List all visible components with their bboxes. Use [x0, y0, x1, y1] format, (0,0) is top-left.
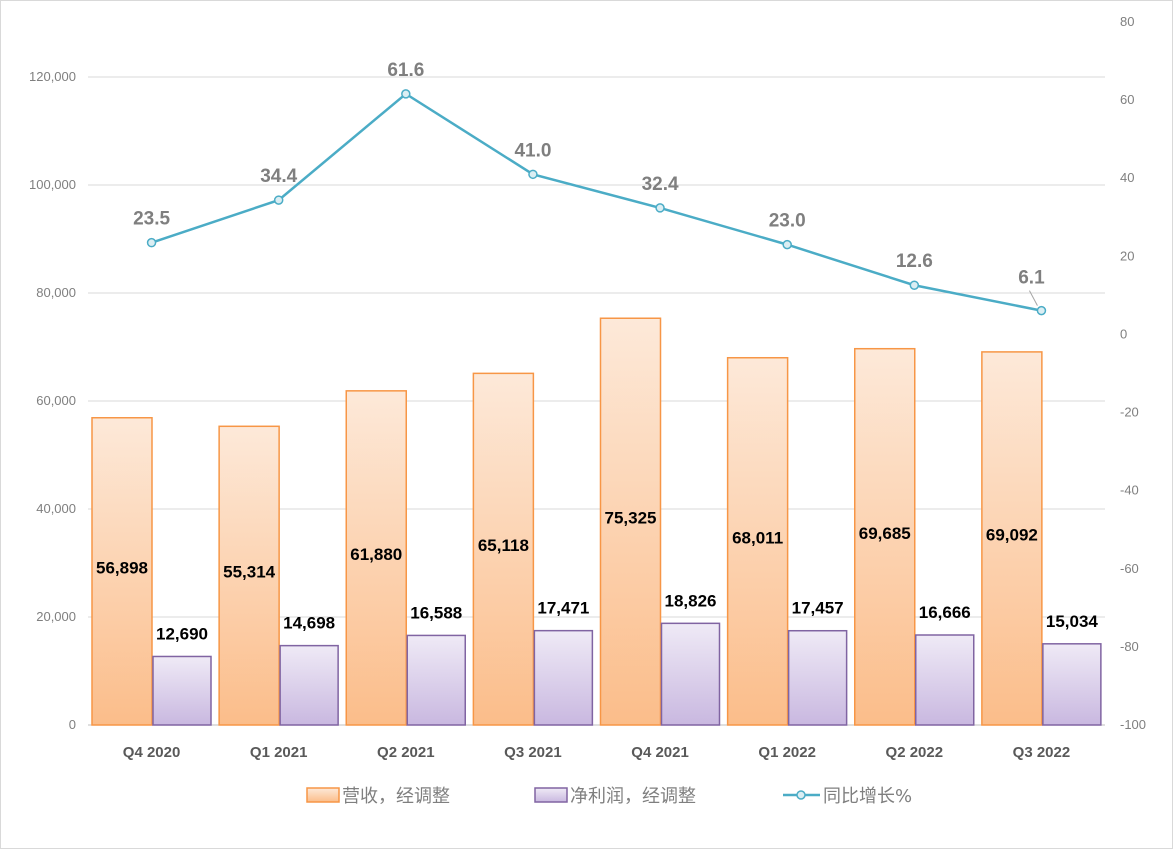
net-profit-bar [660, 622, 721, 726]
growth-label: 23.5 [133, 209, 170, 230]
revenue-bar-label: 65,118 [478, 536, 529, 555]
growth-label: 32.4 [642, 174, 679, 195]
net-profit-bar [915, 634, 975, 726]
net-profit-bar [533, 629, 594, 726]
left-axis-tick: 60,000 [36, 393, 76, 408]
net-profit-bar [152, 655, 212, 726]
growth-label: 34.4 [260, 166, 297, 187]
right-axis-tick: 60 [1120, 92, 1134, 107]
right-axis-tick: 20 [1120, 248, 1134, 263]
category-label: Q1 2022 [758, 744, 816, 761]
left-axis-tick: 80,000 [36, 285, 76, 300]
growth-point [909, 280, 920, 290]
net-profit-bar-label: 14,698 [283, 614, 335, 633]
revenue-bar [345, 390, 407, 726]
revenue-bar-label: 69,685 [859, 524, 911, 543]
right-axis-tick: 80 [1120, 14, 1134, 29]
revenue-bar-label: 75,325 [605, 509, 657, 528]
net-profit-bar [1042, 643, 1102, 726]
growth-point [655, 203, 665, 213]
right-axis-tick: -100 [1120, 717, 1146, 732]
left-axis-tick: 100,000 [29, 177, 76, 192]
revenue-bar [854, 347, 916, 726]
revenue-bar [218, 425, 280, 726]
net-profit-bar [787, 629, 848, 726]
legend-marker-growth [796, 790, 806, 800]
left-axis-tick: 20,000 [36, 609, 76, 624]
right-axis-tick: -60 [1120, 561, 1139, 576]
growth-label: 6.1 [1018, 268, 1045, 289]
category-label: Q3 2022 [1013, 744, 1071, 761]
revenue-bar-label: 69,092 [986, 525, 1038, 544]
net-profit-bar-label: 15,034 [1046, 612, 1099, 631]
growth-line [151, 92, 1042, 312]
net-profit-bar-label: 12,690 [156, 624, 208, 643]
right-axis-tick: -80 [1120, 639, 1139, 654]
category-label: Q2 2022 [886, 744, 944, 761]
growth-point [273, 195, 284, 205]
revenue-bar [981, 351, 1043, 726]
growth-point [528, 169, 538, 180]
legend-label-growth: 同比增长% [823, 786, 912, 807]
category-label: Q1 2021 [250, 744, 308, 761]
net-profit-bar-label: 16,588 [410, 603, 462, 622]
category-label: Q3 2021 [504, 744, 562, 761]
growth-label: 41.0 [514, 140, 551, 161]
revenue-bar-label: 68,011 [732, 528, 783, 547]
revenue-bar-label: 55,314 [223, 563, 276, 582]
growth-label: 23.0 [769, 211, 806, 232]
net-profit-bar [279, 644, 339, 726]
revenue-bar [726, 356, 789, 726]
revenue-bar [599, 317, 662, 726]
leader-line [1028, 290, 1038, 306]
growth-point [401, 89, 411, 99]
revenue-bar-label: 56,898 [96, 558, 148, 577]
net-profit-bar [406, 634, 466, 726]
net-profit-bar-label: 18,826 [665, 591, 717, 610]
left-axis-tick: 120,000 [29, 69, 76, 84]
revenue-bar [91, 417, 153, 726]
legend-swatch-net-profit [534, 787, 568, 803]
category-label: Q4 2021 [631, 744, 689, 761]
left-axis-tick: 0 [69, 717, 76, 732]
growth-point [782, 239, 792, 250]
growth-label: 61.6 [387, 60, 424, 81]
net-profit-bar-label: 17,471 [537, 599, 589, 618]
right-axis-tick: 40 [1120, 170, 1134, 185]
right-axis-tick: -20 [1120, 405, 1139, 420]
right-axis-tick: 0 [1120, 326, 1127, 341]
right-axis-tick: -40 [1120, 483, 1139, 498]
growth-point [1036, 305, 1047, 316]
category-label: Q4 2020 [123, 744, 181, 761]
legend-label-revenue: 营收，经调整 [342, 786, 450, 807]
legend-swatch-revenue [306, 787, 340, 803]
category-label: Q2 2021 [377, 744, 435, 761]
growth-label: 12.6 [896, 251, 933, 272]
growth-point [146, 237, 157, 248]
revenue-bar-label: 61,880 [350, 545, 402, 564]
left-axis-tick: 40,000 [36, 501, 76, 516]
revenue-bar [472, 372, 535, 726]
net-profit-bar-label: 16,666 [919, 603, 971, 622]
legend-label-net-profit: 净利润，经调整 [570, 786, 696, 807]
net-profit-bar-label: 17,457 [792, 599, 844, 618]
